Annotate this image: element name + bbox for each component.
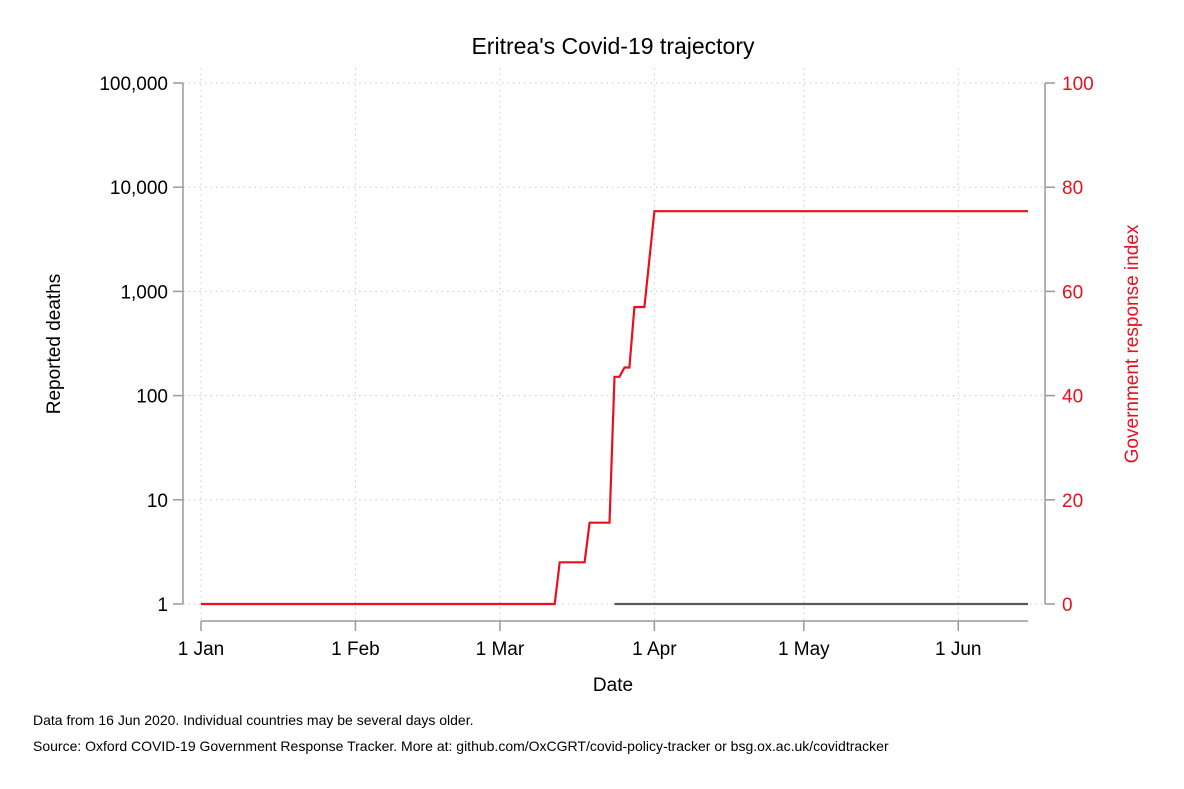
x-tick-label: 1 Apr (632, 639, 677, 660)
right-tick-label: 0 (1062, 595, 1073, 616)
series-lines (201, 210, 1028, 606)
right-tick-label: 100 (1062, 74, 1094, 95)
left-tick-label: 10,000 (110, 178, 168, 199)
footnote-source: Source: Oxford COVID-19 Government Respo… (33, 738, 889, 754)
left-axis-title: Reported deaths (44, 274, 65, 415)
right-tick-label: 20 (1062, 491, 1083, 512)
left-tick-label: 1,000 (120, 282, 168, 303)
footnote-data-date: Data from 16 Jun 2020. Individual countr… (33, 712, 474, 728)
x-tick-label: 1 Jan (178, 639, 224, 660)
x-axis-title: Date (593, 675, 633, 696)
left-tick-label: 100,000 (99, 74, 168, 95)
x-tick-label: 1 Feb (331, 639, 380, 660)
response-series-line (201, 210, 1028, 606)
x-tick-label: 1 Jun (935, 639, 981, 660)
x-tick-label: 1 May (778, 639, 830, 660)
left-tick-label: 10 (147, 491, 168, 512)
left-tick-label: 1 (157, 595, 168, 616)
x-tick-label: 1 Mar (476, 639, 525, 660)
right-tick-label: 80 (1062, 178, 1083, 199)
axes: 1 10 100 1,000 10,000 100,000 0 20 40 60 80 100 1 Ja… (99, 74, 1093, 660)
right-axis-title: Government response index (1122, 224, 1143, 463)
right-tick-label: 40 (1062, 387, 1083, 408)
chart-title: Eritrea's Covid-19 trajectory (471, 33, 755, 59)
grid-lines (183, 68, 1045, 621)
left-tick-label: 100 (136, 387, 168, 408)
right-tick-label: 60 (1062, 282, 1083, 303)
